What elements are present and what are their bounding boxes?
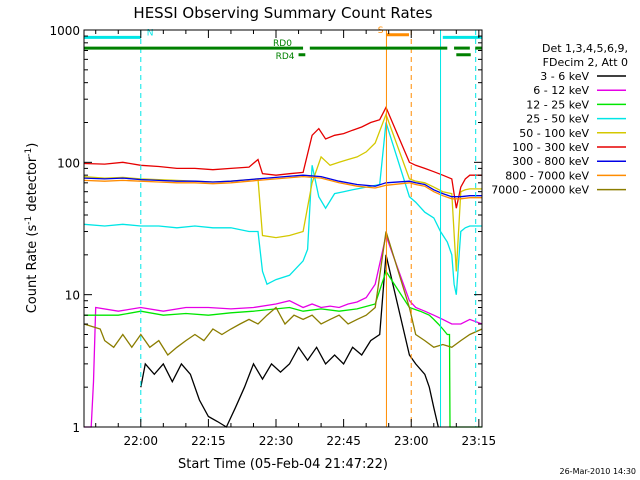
series-line-3 bbox=[84, 269, 482, 428]
x-tick-label-1: 22:00 bbox=[123, 434, 158, 448]
y-tick-label-2: 10 bbox=[65, 289, 80, 303]
legend-label-1: 3 - 6 keV bbox=[540, 70, 589, 83]
legend-label-6: 100 - 300 keV bbox=[512, 141, 589, 154]
legend-header-line-2: FDecim 2, Att 0 bbox=[543, 56, 628, 69]
x-axis-label: Start Time (05-Feb-04 21:47:22) bbox=[178, 457, 388, 472]
legend-label-7: 300 - 800 keV bbox=[512, 155, 589, 168]
vertical-marker-lines bbox=[140, 30, 477, 427]
flag-label-rd4: RD4 bbox=[276, 52, 295, 62]
x-tick-label-4: 22:45 bbox=[326, 434, 361, 448]
flag-bars: N S RD0 RD4 bbox=[84, 26, 482, 62]
legend-label-8: 800 - 7000 keV bbox=[505, 169, 589, 182]
flag-label-n: N bbox=[147, 28, 154, 38]
legend-label-9: 7000 - 20000 keV bbox=[491, 184, 589, 197]
chart-title: HESSI Observing Summary Count Rates bbox=[133, 4, 432, 22]
plot-area: N S RD0 RD4 22:00 22:15 22:30 22:45 23:00 23:15 1… bbox=[49, 24, 496, 448]
legend-label-5: 50 - 100 keV bbox=[519, 127, 589, 140]
y-tick-label-1: 1 bbox=[72, 421, 80, 435]
series-line-7 bbox=[83, 174, 482, 198]
legend: Det 1,3,4,5,6,9, FDecim 2, Att 0 3 - 6 k… bbox=[491, 42, 628, 197]
plot-frame bbox=[83, 29, 483, 428]
series-line-1 bbox=[140, 254, 439, 428]
generated-timestamp: 26-Mar-2010 14:30 bbox=[560, 467, 637, 476]
y-tick-label-4: 1000 bbox=[49, 24, 80, 38]
legend-label-2: 6 - 12 keV bbox=[533, 84, 589, 97]
x-tick-label-6: 23:15 bbox=[462, 434, 497, 448]
y-axis-label: Count Rate (s-1 detector-1) bbox=[24, 143, 40, 314]
y-tick-label-3: 100 bbox=[57, 156, 80, 170]
flag-label-s: S bbox=[378, 26, 384, 36]
legend-label-3: 12 - 25 keV bbox=[526, 98, 589, 111]
legend-header-line-1: Det 1,3,4,5,6,9, bbox=[542, 42, 628, 55]
series-line-8 bbox=[83, 175, 482, 200]
series-layer bbox=[83, 105, 483, 428]
flag-label-rd0: RD0 bbox=[273, 39, 292, 49]
x-tick-label-3: 22:30 bbox=[259, 434, 294, 448]
series-line-9 bbox=[83, 231, 483, 356]
series-line-6 bbox=[83, 105, 482, 209]
legend-label-4: 25 - 50 keV bbox=[526, 113, 589, 126]
axis-ticks: 22:00 22:15 22:30 22:45 23:00 23:15 1 10 100 1000 bbox=[49, 24, 496, 448]
series-line-4 bbox=[83, 122, 482, 295]
series-line-2 bbox=[84, 233, 483, 428]
x-tick-label-5: 23:00 bbox=[394, 434, 429, 448]
x-tick-label-2: 22:15 bbox=[191, 434, 226, 448]
